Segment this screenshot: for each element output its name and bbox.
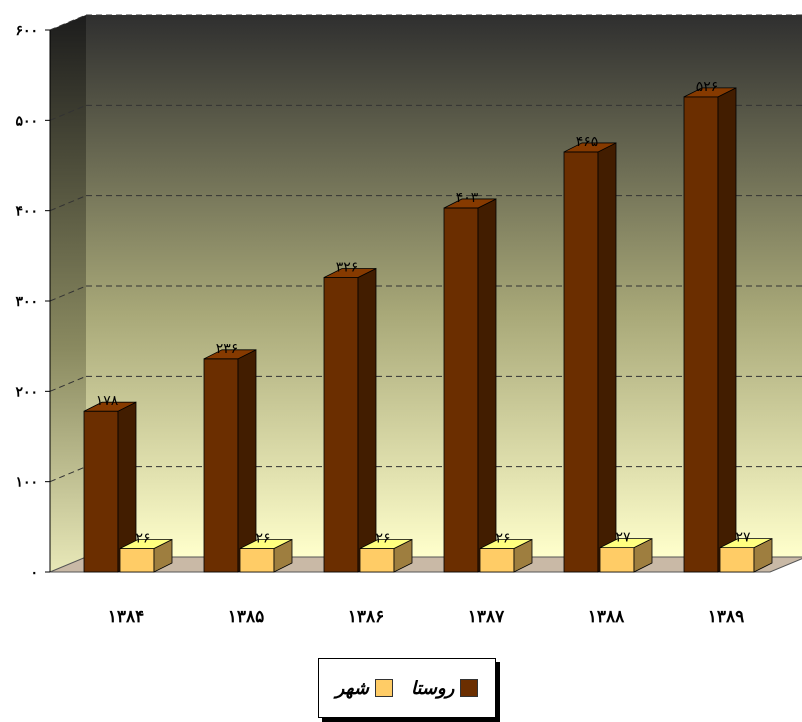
gridline-side <box>49 285 87 302</box>
data-label: ۴۶۵ <box>576 134 599 150</box>
bar-front <box>239 548 275 573</box>
bar-chart: ۰ ۱۰۰ ۲۰۰ ۳۰۰ ۴۰۰ ۵۰۰ ۶۰۰ ۱۷۸ ۲۶ ۲۳۶ ۲۶ ۳۲۶ ۲۶ ۴۰۳ ۲۶… <box>15 14 802 627</box>
bar-front <box>323 277 359 573</box>
bar-top <box>599 538 653 549</box>
x-tick-label: ۱۳۸۶ <box>348 607 385 627</box>
bar-front <box>359 548 395 573</box>
bar-urban <box>359 538 413 573</box>
bar-top <box>359 539 413 549</box>
x-axis: ۱۳۸۴ ۱۳۸۵ ۱۳۸۶ ۱۳۸۷ ۱۳۸۸ ۱۳۸۹ <box>108 607 745 627</box>
legend-label-rural: روستا <box>410 677 455 699</box>
bar-urban <box>719 537 773 573</box>
y-tick-label: ۱۰۰ <box>15 475 38 491</box>
bar-top <box>443 198 497 209</box>
x-tick-label: ۱۳۸۸ <box>588 607 625 627</box>
gridline-side <box>49 466 87 483</box>
bar-top <box>83 401 137 412</box>
data-label: ۲۳۶ <box>216 341 239 357</box>
data-label: ۲۶ <box>255 531 270 547</box>
data-label: ۲۶ <box>375 531 390 547</box>
y-tick-label: ۲۰۰ <box>15 384 38 400</box>
bar-urban <box>599 537 653 573</box>
bars <box>83 87 773 573</box>
bar-front <box>119 548 155 573</box>
bar-front <box>563 151 599 573</box>
legend-entry-urban: شهر <box>336 678 393 699</box>
bar-front <box>83 410 119 573</box>
y-axis: ۰ ۱۰۰ ۲۰۰ ۳۰۰ ۴۰۰ ۵۰۰ ۶۰۰ <box>15 23 51 581</box>
x-tick-label: ۱۳۸۷ <box>468 607 505 627</box>
bar-top <box>683 87 737 98</box>
bar-urban <box>119 538 173 573</box>
data-label: ۵۲۶ <box>696 79 719 95</box>
y-tick-label: ۵۰۰ <box>15 113 38 129</box>
x-tick-label: ۱۳۸۴ <box>108 607 145 627</box>
legend-entry-rural: روستا <box>410 677 479 699</box>
legend: روستا شهر <box>318 658 496 718</box>
bar-top <box>563 142 617 153</box>
bar-top <box>119 539 173 549</box>
legend-swatch-rural <box>460 679 479 697</box>
data-label: ۴۰۳ <box>456 190 479 206</box>
bar-top <box>479 539 533 549</box>
bar-urban <box>239 538 293 573</box>
bar-rural <box>83 401 137 573</box>
bar-front <box>479 548 515 573</box>
bar-front <box>203 358 239 573</box>
gridline-side <box>49 195 87 212</box>
y-tick-label: ۰ <box>30 565 38 581</box>
bar-top <box>239 539 293 549</box>
y-tick-label: ۳۰۰ <box>15 294 38 310</box>
bar-rural <box>443 198 497 573</box>
bar-front <box>719 547 755 573</box>
bar-side <box>597 142 617 573</box>
bar-front <box>599 547 635 573</box>
y-tick-label: ۴۰۰ <box>15 204 38 220</box>
bar-rural <box>203 349 257 573</box>
data-label: ۲۷ <box>615 530 631 546</box>
bar-urban <box>479 538 533 573</box>
data-label: ۱۷۸ <box>96 393 119 409</box>
legend-label-urban: شهر <box>335 677 369 699</box>
data-label: ۲۶ <box>135 531 150 547</box>
bar-top <box>323 268 377 278</box>
bar-rural <box>683 87 737 573</box>
gridline-side <box>49 104 87 121</box>
bar-side <box>357 267 377 573</box>
bar-side <box>717 87 737 573</box>
x-tick-label: ۱۳۸۵ <box>228 607 265 627</box>
bar-top <box>719 538 773 549</box>
bar-top <box>203 349 257 360</box>
data-label: ۳۲۶ <box>336 260 359 276</box>
side-wall <box>50 15 86 572</box>
bar-rural <box>323 267 377 573</box>
bar-side <box>237 349 257 573</box>
gridline-side <box>49 14 87 31</box>
bar-front <box>443 207 479 573</box>
x-tick-label: ۱۳۸۹ <box>708 607 745 627</box>
data-label: ۲۷ <box>735 530 751 546</box>
bar-front <box>683 96 719 573</box>
y-tick-label: ۶۰۰ <box>15 23 38 39</box>
data-label: ۲۶ <box>495 531 510 547</box>
data-labels: ۱۷۸ ۲۶ ۲۳۶ ۲۶ ۳۲۶ ۲۶ ۴۰۳ ۲۶ ۴۶۵ ۲۷ ۵۲۶ ۲۷ <box>96 79 751 547</box>
bar-rural <box>563 142 617 573</box>
gridline-side <box>49 375 87 392</box>
bar-side <box>477 198 497 573</box>
legend-swatch-urban <box>374 679 393 697</box>
